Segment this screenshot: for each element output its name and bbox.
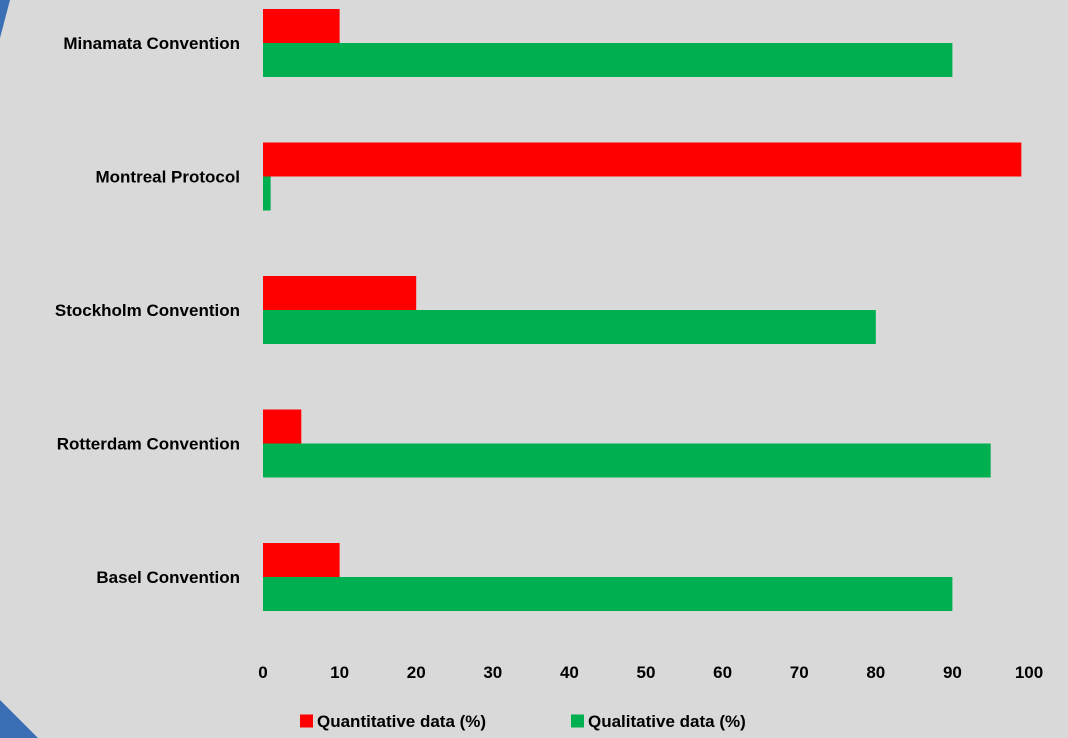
category-label: Minamata Convention bbox=[63, 34, 240, 53]
x-tick-label: 80 bbox=[866, 663, 885, 682]
legend-swatch-qualitative bbox=[571, 714, 584, 728]
category-label: Montreal Protocol bbox=[95, 168, 240, 187]
bar-qualitative-0 bbox=[263, 43, 953, 77]
x-tick-label: 40 bbox=[560, 663, 579, 682]
x-tick-label: 90 bbox=[943, 663, 962, 682]
bar-qualitative-1 bbox=[263, 176, 271, 211]
x-tick-label: 70 bbox=[790, 663, 809, 682]
legend-label: Quantitative data (%) bbox=[317, 712, 486, 731]
x-tick-label: 60 bbox=[713, 663, 732, 682]
bar-qualitative-2 bbox=[263, 310, 876, 344]
legend-label: Qualitative data (%) bbox=[588, 712, 746, 731]
corner-accent-top bbox=[0, 0, 10, 38]
x-tick-label: 10 bbox=[330, 663, 349, 682]
bar-qualitative-4 bbox=[263, 577, 953, 611]
category-label: Basel Convention bbox=[96, 568, 240, 587]
x-tick-label: 0 bbox=[258, 663, 267, 682]
corner-accent-bottom bbox=[0, 700, 38, 738]
bar-quantitative-1 bbox=[263, 142, 1022, 177]
bar-quantitative-0 bbox=[263, 9, 340, 43]
category-label: Rotterdam Convention bbox=[57, 435, 240, 454]
x-tick-label: 100 bbox=[1015, 663, 1043, 682]
x-tick-label: 20 bbox=[407, 663, 426, 682]
bar-quantitative-2 bbox=[263, 276, 417, 310]
x-tick-label: 30 bbox=[483, 663, 502, 682]
bar-quantitative-3 bbox=[263, 409, 302, 444]
category-label: Stockholm Convention bbox=[55, 301, 240, 320]
x-tick-label: 50 bbox=[637, 663, 656, 682]
bar-qualitative-3 bbox=[263, 443, 991, 478]
bar-quantitative-4 bbox=[263, 543, 340, 577]
legend-swatch-quantitative bbox=[300, 714, 313, 728]
